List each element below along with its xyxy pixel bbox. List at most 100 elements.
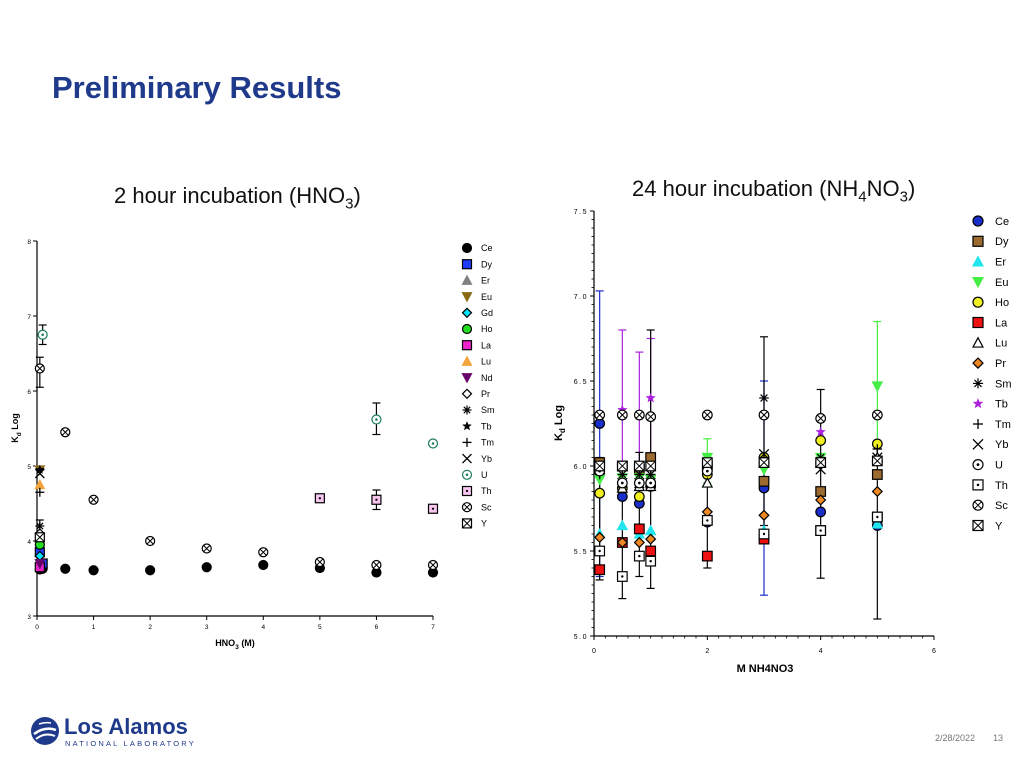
data-point-lu (701, 476, 714, 488)
data-point-sc (258, 547, 269, 558)
y-tick-label: 6.5 (574, 379, 588, 386)
data-point-la (645, 545, 657, 557)
y-tick-label: 7 (27, 314, 31, 321)
logo-main-text: Los Alamos (64, 714, 188, 739)
right-title-main: 24 hour incubation (NH (632, 176, 859, 201)
legend-marker-ho (461, 323, 473, 335)
right-title-sub2: 3 (899, 188, 908, 206)
data-point-pr (871, 485, 883, 498)
data-point-ce (815, 506, 827, 518)
legend-label: Sm (481, 405, 495, 415)
legend-label: Tm (481, 438, 494, 448)
data-point-tb (815, 426, 826, 437)
data-point-y (633, 460, 645, 472)
legend-entry-nd: Nd (461, 373, 493, 384)
legend-entry-y: Y (461, 518, 487, 529)
legend-marker-y (972, 519, 984, 532)
legend-marker-gd (461, 307, 473, 319)
data-point-y (34, 532, 45, 543)
legend-label: Eu (995, 277, 1008, 289)
legend-marker-u (461, 469, 473, 480)
data-point-u (645, 477, 657, 489)
legend-marker-sm (462, 405, 472, 415)
data-point-pr (594, 531, 606, 544)
legend-marker-eu (971, 277, 985, 289)
legend-label: Pr (995, 358, 1006, 370)
x-tick-label: 0 (35, 624, 39, 631)
legend-marker-nd (461, 373, 473, 384)
legend-marker-pr (461, 388, 473, 400)
data-point-pr (645, 533, 657, 545)
right-chart-title: 24 hour incubation (NH4NO3) (632, 176, 915, 205)
right-x-axis-label: M NH4NO3 (737, 663, 794, 675)
legend-entry-pr: Pr (972, 357, 1006, 370)
legend-entry-sm: Sm (973, 378, 1012, 390)
legend-entry-gd: Gd (461, 307, 493, 319)
legend-label: Nd (481, 373, 493, 383)
legend-marker-th (972, 479, 984, 491)
legend-marker-sm (973, 378, 983, 389)
legend-entry-eu: Eu (461, 292, 492, 303)
legend-entry-lu: Lu (461, 355, 491, 367)
data-point-u (371, 414, 382, 425)
right-title-end: ) (907, 176, 916, 201)
data-point-la (701, 550, 713, 562)
legend-label: Y (481, 519, 487, 529)
data-point-u (37, 329, 48, 340)
legend-entry-yb: Yb (972, 438, 1008, 451)
data-point-tb (645, 392, 656, 403)
data-point-u (427, 438, 439, 449)
legend-entry-tb: Tb (972, 397, 1008, 411)
data-point-y (645, 460, 657, 472)
data-point-sc (815, 413, 827, 424)
legend-entry-la: La (461, 340, 491, 350)
left-y-axis-label: Kd Log (10, 413, 23, 442)
data-point-sc (314, 556, 325, 568)
data-point-sc (871, 409, 883, 421)
legend-entry-er: Er (461, 274, 490, 286)
data-point-sc (145, 535, 156, 547)
footer-page-number: 13 (993, 733, 1004, 743)
data-point-y (871, 455, 883, 467)
legend-marker-tm (973, 419, 983, 429)
data-point-tm (35, 487, 45, 497)
legend-label: Tb (995, 399, 1008, 411)
legend-entry-dy: Dy (972, 235, 1009, 248)
legend-label: Th (995, 480, 1008, 492)
data-point-er (644, 524, 657, 536)
legend-entry-la: La (972, 316, 1008, 329)
data-point-la (594, 564, 606, 576)
legend-label: Er (995, 256, 1006, 268)
legend-marker-u (972, 459, 984, 471)
data-point-tm (872, 444, 883, 454)
data-point-th (594, 545, 606, 557)
lanl-globe-icon (31, 717, 59, 745)
legend-entry-lu: Lu (971, 336, 1007, 350)
data-point-eu (871, 381, 884, 393)
left-title-sub: 3 (345, 195, 354, 213)
legend-entry-y: Y (972, 519, 1003, 532)
legend-entry-eu: Eu (971, 277, 1008, 289)
y-tick-label: 5.0 (574, 634, 588, 641)
legend-label: U (481, 470, 488, 480)
data-point-y (815, 457, 827, 468)
x-tick-label: 5 (318, 624, 322, 631)
data-point-sc (633, 409, 645, 421)
legend-marker-la (972, 316, 984, 329)
data-point-ce (88, 565, 99, 576)
legend-marker-sc (461, 502, 473, 513)
y-tick-label: 7.5 (574, 209, 588, 216)
logo-sub-text: NATIONAL LABORATORY (65, 739, 196, 748)
data-point-th (701, 514, 713, 526)
legend-entry-ho: Ho (972, 296, 1009, 309)
legend-entry-th: Th (972, 479, 1008, 492)
legend-marker-th (461, 485, 473, 497)
data-point-pr (815, 494, 827, 506)
x-tick-label: 3 (205, 624, 209, 631)
data-point-sc (427, 559, 439, 571)
data-point-sc (616, 409, 628, 421)
legend-marker-ce (972, 215, 984, 227)
data-point-y (616, 460, 628, 472)
y-tick-label: 6.0 (574, 464, 588, 471)
legend-marker-er (461, 274, 473, 285)
